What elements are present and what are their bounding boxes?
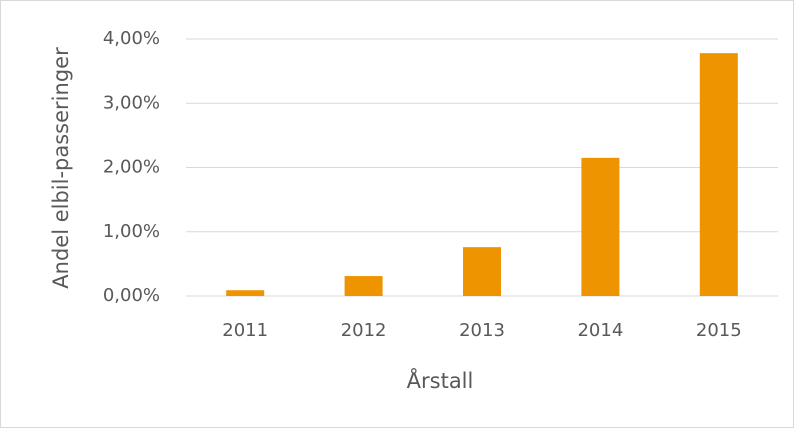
y-tick-label: 0,00% (103, 285, 160, 306)
bar (699, 53, 738, 297)
x-tick-label: 2015 (696, 320, 742, 341)
bar (226, 290, 265, 296)
y-tick-label: 4,00% (103, 28, 160, 49)
y-tick-label: 1,00% (103, 221, 160, 242)
x-tick-label: 2011 (222, 320, 268, 341)
x-tick-label: 2013 (459, 320, 505, 341)
x-tick-label: 2014 (577, 320, 623, 341)
x-tick-label: 2012 (341, 320, 387, 341)
bar (463, 247, 501, 296)
y-tick-label: 2,00% (103, 157, 160, 178)
x-axis-title: Årstall (407, 367, 474, 393)
bar (344, 276, 383, 296)
y-axis-title: Andel elbil-passeringer (49, 47, 73, 289)
y-tick-label: 3,00% (103, 92, 160, 113)
bar (581, 157, 620, 296)
